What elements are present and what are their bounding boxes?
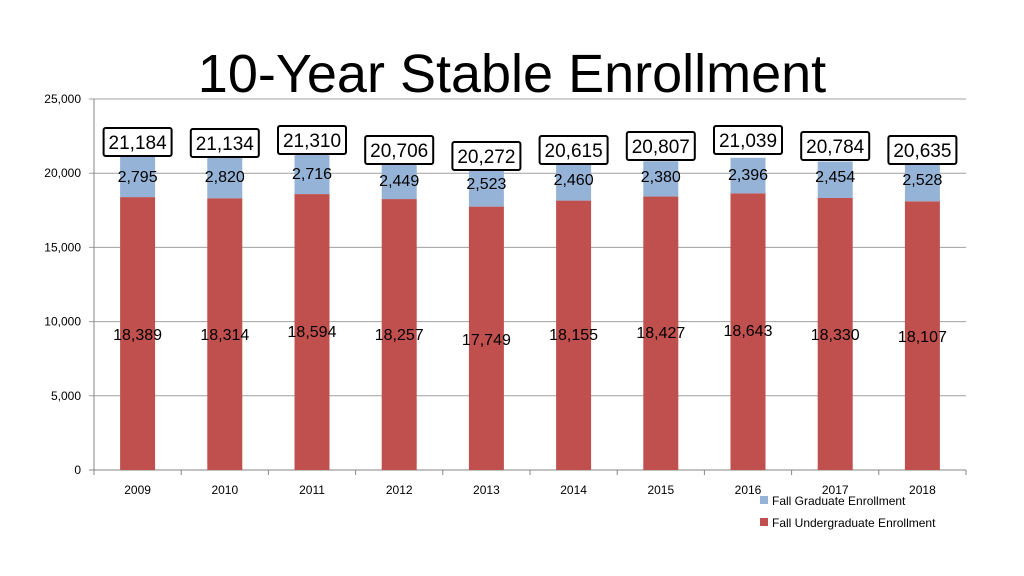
data-label-graduate: 2,380 <box>641 169 681 186</box>
legend-label-undergraduate: Fall Undergraduate Enrollment <box>772 516 936 530</box>
y-tick-label: 10,000 <box>44 315 81 329</box>
bar-undergraduate-2016 <box>730 193 766 470</box>
data-label-undergraduate: 18,330 <box>811 327 860 344</box>
bar-graduate-2017 <box>817 161 853 198</box>
total-label-box <box>189 128 260 158</box>
total-label-box <box>277 125 347 155</box>
data-label-graduate: 2,716 <box>292 166 332 183</box>
total-label-box <box>887 135 958 165</box>
y-tick-label: 20,000 <box>44 166 81 180</box>
data-label-undergraduate: 18,643 <box>724 323 773 340</box>
bar-graduate-2013 <box>468 169 504 207</box>
bar-graduate-2014 <box>556 164 592 201</box>
total-label: 21,184 <box>109 133 168 154</box>
total-label: 21,134 <box>196 134 255 155</box>
total-label-box <box>364 135 435 165</box>
bar-graduate-2012 <box>381 162 417 200</box>
total-label-box <box>713 125 783 155</box>
total-label-box <box>538 135 609 165</box>
x-tick-label: 2012 <box>386 483 413 497</box>
y-tick-label: 5,000 <box>51 389 81 403</box>
y-tick-label: 15,000 <box>44 240 81 254</box>
x-tick-label: 2017 <box>822 483 849 497</box>
total-label-box <box>625 131 696 161</box>
data-label-undergraduate: 18,427 <box>636 325 685 342</box>
total-label: 21,039 <box>719 131 777 152</box>
total-label: 20,615 <box>545 141 603 162</box>
bar-undergraduate-2013 <box>468 206 504 470</box>
bar-graduate-2011 <box>294 153 330 195</box>
bar-graduate-2010 <box>207 156 243 199</box>
data-label-graduate: 2,449 <box>379 173 419 190</box>
y-tick-label: 0 <box>74 463 81 477</box>
total-label: 20,635 <box>893 141 951 162</box>
data-label-graduate: 2,795 <box>118 169 158 186</box>
data-label-undergraduate: 18,257 <box>375 327 424 344</box>
data-label-graduate: 2,523 <box>466 176 506 193</box>
bar-undergraduate-2015 <box>643 196 679 470</box>
x-tick-label: 2010 <box>211 483 238 497</box>
data-label-graduate: 2,454 <box>815 169 855 186</box>
bar-graduate-2016 <box>730 157 766 194</box>
x-tick-label: 2011 <box>299 483 325 497</box>
x-tick-label: 2013 <box>473 483 500 497</box>
data-label-undergraduate: 17,749 <box>462 332 511 349</box>
bar-graduate-2018 <box>904 163 940 202</box>
data-label-undergraduate: 18,314 <box>200 327 249 344</box>
data-label-graduate: 2,460 <box>554 172 594 189</box>
data-label-undergraduate: 18,155 <box>549 327 598 344</box>
chart-title: 10-Year Stable Enrollment <box>198 44 826 104</box>
data-label-graduate: 2,396 <box>728 167 768 184</box>
total-label-box <box>451 141 522 171</box>
bar-graduate-2015 <box>643 161 679 197</box>
bar-undergraduate-2017 <box>817 197 853 471</box>
x-tick-label: 2016 <box>735 483 762 497</box>
total-label: 20,272 <box>457 147 515 168</box>
total-label: 20,784 <box>806 137 865 158</box>
bar-undergraduate-2014 <box>556 200 592 470</box>
total-label: 20,807 <box>632 137 690 158</box>
x-tick-label: 2009 <box>124 483 151 497</box>
bar-undergraduate-2018 <box>904 201 940 470</box>
bar-undergraduate-2009 <box>120 197 156 470</box>
total-label-box <box>800 131 871 161</box>
data-label-undergraduate: 18,389 <box>113 327 162 344</box>
legend-swatch-graduate <box>760 496 768 504</box>
bar-undergraduate-2010 <box>207 198 243 470</box>
bar-undergraduate-2011 <box>294 194 330 470</box>
data-label-undergraduate: 18,107 <box>898 329 947 346</box>
total-label: 21,310 <box>283 131 341 152</box>
data-label-graduate: 2,528 <box>902 172 942 189</box>
total-label: 20,706 <box>370 141 428 162</box>
bar-graduate-2009 <box>120 155 156 198</box>
data-label-graduate: 2,820 <box>205 169 245 186</box>
data-label-undergraduate: 18,594 <box>288 324 337 341</box>
total-label-box <box>102 127 173 157</box>
x-tick-label: 2015 <box>647 483 674 497</box>
legend-swatch-undergraduate <box>760 518 768 526</box>
bar-undergraduate-2012 <box>381 199 417 471</box>
legend-label-graduate: Fall Graduate Enrollment <box>772 494 906 508</box>
x-tick-label: 2018 <box>909 483 936 497</box>
x-tick-label: 2014 <box>560 483 587 497</box>
y-tick-label: 25,000 <box>44 92 81 106</box>
